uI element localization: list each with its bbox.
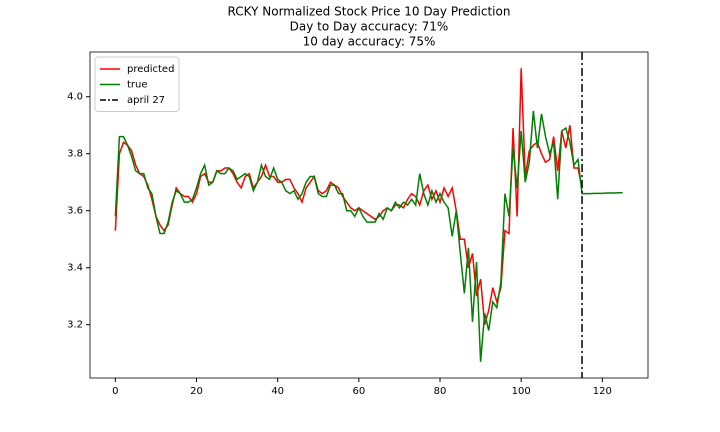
x-tick-label: 40 (271, 386, 284, 397)
data-line (114, 68, 583, 325)
x-tick-label: 100 (512, 386, 531, 397)
x-tick-label: 20 (190, 386, 203, 397)
legend-box (94, 56, 180, 112)
y-tick-label: 3.2 (67, 320, 83, 331)
chart-title: RCKY Normalized Stock Price 10 Day Predi… (228, 5, 511, 19)
chart-subtitle: 10 day accuracy: 75% (303, 35, 436, 49)
y-tick-label: 3.6 (67, 206, 83, 217)
y-tick-label: 3.8 (67, 149, 83, 160)
x-tick-label: 120 (593, 386, 612, 397)
chart-subtitle: Day to Day accuracy: 71% (290, 20, 449, 34)
legend-label: true (127, 80, 148, 91)
x-tick-label: 60 (352, 386, 365, 397)
y-tick-label: 4.0 (67, 92, 83, 103)
x-tick-label: 80 (434, 386, 447, 397)
y-tick-label: 3.4 (67, 263, 83, 274)
legend-label: april 27 (127, 95, 165, 106)
x-tick-label: 0 (112, 386, 118, 397)
plot-frame (89, 51, 649, 379)
legend-label: predicted (127, 64, 174, 75)
data-line (114, 110, 623, 362)
